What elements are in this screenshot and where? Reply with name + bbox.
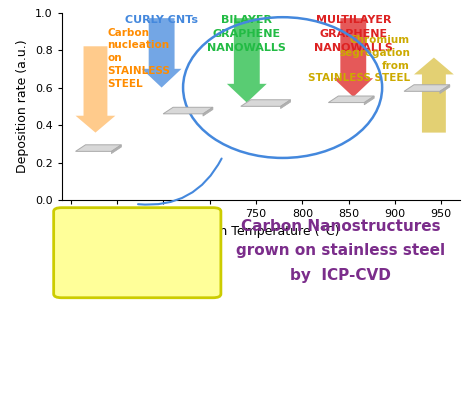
Text: Chromium: Chromium — [350, 35, 410, 45]
Text: by  ICP-CVD: by ICP-CVD — [290, 268, 391, 283]
Polygon shape — [227, 18, 267, 103]
Text: STEEL: STEEL — [108, 78, 143, 88]
Polygon shape — [328, 96, 374, 103]
Text: BILAYER: BILAYER — [221, 15, 272, 25]
Text: SUPERCAPACITORS,: SUPERCAPACITORS, — [79, 236, 195, 246]
Text: NANOWALLS: NANOWALLS — [314, 43, 393, 53]
Polygon shape — [333, 18, 373, 97]
Polygon shape — [414, 58, 454, 133]
Text: on: on — [108, 53, 122, 63]
Polygon shape — [281, 100, 291, 108]
Text: Carbon: Carbon — [108, 28, 149, 38]
Text: BATTERIES: BATTERIES — [105, 253, 169, 263]
Polygon shape — [241, 100, 291, 106]
X-axis label: Growth Temperature (°C): Growth Temperature (°C) — [182, 225, 339, 238]
Polygon shape — [440, 85, 450, 93]
Polygon shape — [364, 96, 374, 105]
Text: & CATALYSTS: & CATALYSTS — [99, 270, 175, 279]
Text: GRAPHENE: GRAPHENE — [213, 30, 281, 39]
Polygon shape — [75, 46, 115, 133]
Text: grown on stainless steel: grown on stainless steel — [236, 244, 445, 258]
Text: NANOWALLS: NANOWALLS — [207, 43, 286, 53]
Text: STAINLESS STEEL: STAINLESS STEEL — [308, 73, 410, 83]
Text: segregation: segregation — [339, 48, 410, 58]
Text: STAINLESS: STAINLESS — [108, 66, 170, 76]
Polygon shape — [142, 18, 182, 88]
Text: Carbon Nanostructures: Carbon Nanostructures — [240, 219, 440, 234]
Text: CURLY CNTs: CURLY CNTs — [125, 15, 198, 25]
Polygon shape — [111, 145, 121, 153]
FancyBboxPatch shape — [54, 208, 221, 298]
Text: Electrodes for:: Electrodes for: — [99, 219, 175, 229]
Text: GRAPHENE: GRAPHENE — [319, 30, 387, 39]
Text: from: from — [382, 60, 410, 70]
Polygon shape — [404, 85, 450, 91]
Polygon shape — [203, 107, 213, 116]
Polygon shape — [163, 107, 213, 114]
Text: nucleation: nucleation — [108, 40, 170, 50]
Y-axis label: Deposition rate (a.u.): Deposition rate (a.u.) — [16, 40, 29, 173]
Text: MULTILAYER: MULTILAYER — [316, 15, 391, 25]
Polygon shape — [75, 145, 121, 151]
